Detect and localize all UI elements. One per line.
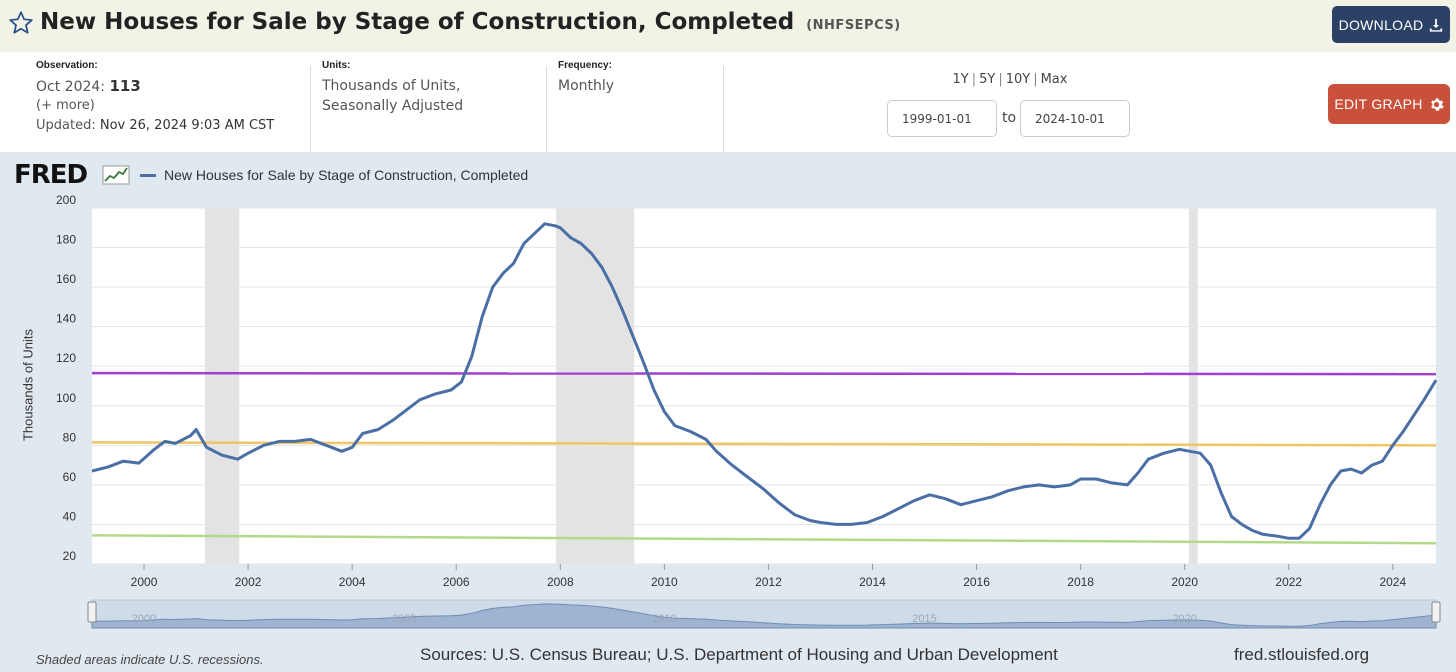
range-link-1y[interactable]: 1Y (952, 72, 969, 87)
y-axis-title: Thousands of Units (20, 328, 36, 442)
series-code: (NHFSEPCS) (806, 18, 901, 33)
x-tick-label: 2012 (755, 575, 782, 589)
to-label: to (1002, 110, 1017, 126)
title-band (0, 0, 1456, 52)
updated-label: Updated: (36, 118, 96, 133)
recession-band (204, 208, 240, 564)
y-tick-label: 180 (56, 233, 76, 247)
navigator-label: 2020 (1172, 613, 1196, 625)
y-tick-label: 200 (56, 193, 76, 207)
x-tick-label: 2018 (1067, 575, 1094, 589)
legend-swatch (140, 173, 156, 177)
plot-area (92, 208, 1436, 564)
navigator-label: 2010 (652, 613, 676, 625)
download-button[interactable]: DOWNLOAD (1332, 6, 1450, 43)
frequency-label: Frequency: (558, 60, 612, 71)
navigator-handle[interactable] (1431, 601, 1441, 623)
legend-label: New Houses for Sale by Stage of Construc… (164, 167, 529, 183)
updated-line: Updated: Nov 26, 2024 9:03 AM CST (36, 115, 306, 137)
observation-block: Observation: Oct 2024: 113 (+ more) Upda… (36, 60, 306, 152)
end-date-input[interactable]: 2024-10-01 (1020, 100, 1130, 137)
y-tick-label: 140 (56, 312, 76, 326)
y-tick-label: 100 (56, 391, 76, 405)
x-tick-label: 2010 (651, 575, 678, 589)
recession-band (556, 208, 635, 564)
y-tick-label: 120 (56, 351, 76, 365)
y-tick-label: 160 (56, 272, 76, 286)
series-line[interactable] (91, 222, 1438, 540)
units-block: Units: Thousands of Units, Seasonally Ad… (322, 60, 542, 152)
edit-graph-label: EDIT GRAPH (1334, 96, 1423, 112)
range-link-10y[interactable]: 10Y (1005, 72, 1031, 87)
x-tick-label: 2004 (339, 575, 366, 589)
title-text: New Houses for Sale by Stage of Construc… (40, 9, 795, 35)
updated-value: Nov 26, 2024 9:03 AM CST (99, 118, 275, 133)
reference-line (91, 371, 1437, 376)
meta-divider (310, 66, 311, 152)
observation-more-link[interactable]: (+ more) (36, 98, 95, 113)
download-label: DOWNLOAD (1338, 16, 1424, 33)
x-tick-label: 2006 (443, 575, 470, 589)
y-tick-label: 20 (63, 549, 77, 563)
edit-graph-button[interactable]: EDIT GRAPH (1328, 84, 1450, 124)
chart-legend: New Houses for Sale by Stage of Construc… (140, 167, 528, 183)
units-line1: Thousands of Units, (322, 78, 461, 94)
x-tick-label: 2020 (1171, 575, 1198, 589)
navigator-handle[interactable] (87, 601, 97, 623)
observation-label: Observation: (36, 60, 98, 71)
page-title: New Houses for Sale by Stage of Construc… (40, 9, 901, 35)
gear-icon (1430, 97, 1444, 111)
meta-divider (723, 66, 724, 152)
y-tick-label: 60 (63, 470, 77, 484)
navigator-label: 2005 (392, 613, 416, 625)
recession-note: Shaded areas indicate U.S. recessions. (36, 652, 264, 667)
meta-divider (546, 66, 547, 152)
observation-line: Oct 2024: 113 (36, 76, 306, 97)
site-link[interactable]: fred.stlouisfed.org (1234, 645, 1370, 664)
frequency-block: Frequency: Monthly (558, 60, 718, 152)
x-tick-label: 2000 (131, 575, 158, 589)
units-label: Units: (322, 60, 351, 71)
sources-text: Sources: U.S. Census Bureau; U.S. Depart… (420, 645, 1058, 664)
x-tick-label: 2008 (547, 575, 574, 589)
navigator-label: 2000 (132, 613, 156, 625)
x-tick-label: 2014 (859, 575, 886, 589)
fred-chart-icon (102, 165, 130, 185)
frequency-value: Monthly (558, 78, 615, 94)
navigator-label: 2015 (912, 613, 936, 625)
x-tick-label: 2016 (963, 575, 990, 589)
start-date-input[interactable]: 1999-01-01 (887, 100, 997, 137)
range-link-max[interactable]: Max (1040, 72, 1068, 87)
observation-value: 113 (109, 77, 141, 95)
fred-logo: FRED (14, 160, 88, 190)
y-tick-label: 40 (63, 509, 77, 523)
units-line2: Seasonally Adjusted (322, 98, 464, 114)
range-links: 1Y | 5Y | 10Y | Max (952, 72, 1068, 87)
reference-line (91, 534, 1437, 545)
x-tick-label: 2024 (1379, 575, 1406, 589)
x-tick-label: 2002 (235, 575, 262, 589)
recession-band (1188, 208, 1198, 564)
y-tick-label: 80 (63, 430, 77, 444)
x-tick-label: 2022 (1275, 575, 1302, 589)
download-icon (1430, 18, 1443, 32)
range-link-5y[interactable]: 5Y (979, 72, 996, 87)
chart[interactable]: 20 40 60 80 100 120 140 160 180 200 2000 2002 2004 2… (0, 152, 1456, 652)
observation-period: Oct 2024: (36, 79, 106, 95)
navigator-series (91, 603, 1437, 629)
star-icon[interactable] (8, 10, 34, 36)
